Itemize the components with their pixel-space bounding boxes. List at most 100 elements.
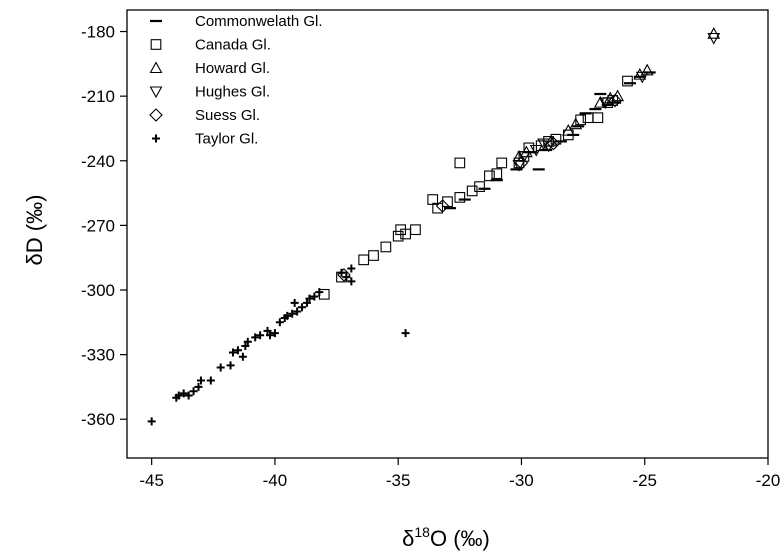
series-dash <box>443 71 656 210</box>
axis-ticks: -45 -40 -35 -30 -25 -20 -180 -210 -240 -270 -300 -3… <box>81 23 780 490</box>
plot-border <box>126 9 769 459</box>
data-point <box>302 298 311 307</box>
data-point <box>592 112 604 124</box>
data-point <box>288 309 297 318</box>
data-point <box>194 382 203 391</box>
data-point <box>315 288 324 297</box>
y-tick-label: -360 <box>81 410 115 429</box>
series-plus <box>147 264 410 426</box>
data-point <box>491 168 503 180</box>
legend-label: Hughes Gl. <box>195 84 270 101</box>
legend: Commonwelath Gl. Canada Gl. Howard Gl. Hugh… <box>149 13 323 148</box>
legend-marker-plus <box>152 134 160 143</box>
legend-label: Taylor Gl. <box>195 131 258 148</box>
data-point <box>184 391 193 400</box>
data-point <box>147 417 156 426</box>
data-point <box>179 389 188 398</box>
y-tick-label: -270 <box>81 216 115 235</box>
x-tick-label: -30 <box>509 471 534 490</box>
series-triangle-down <box>512 32 721 172</box>
data-point <box>640 63 654 76</box>
legend-marker-diamond <box>149 108 163 122</box>
data-point <box>216 363 225 372</box>
y-tick-label: -330 <box>81 346 115 365</box>
data-points <box>147 27 721 426</box>
legend-marker-square <box>150 39 162 50</box>
x-tick-label: -45 <box>139 471 164 490</box>
y-tick-label: -210 <box>81 87 115 106</box>
x-axis-label: δ18O (‰) <box>402 524 490 551</box>
y-tick-label: -180 <box>81 23 115 42</box>
data-point <box>298 303 307 312</box>
data-point <box>337 268 351 282</box>
data-point <box>293 307 302 316</box>
data-point <box>435 199 450 213</box>
data-point <box>243 337 252 346</box>
data-point <box>598 97 612 110</box>
data-point <box>256 331 265 340</box>
data-point <box>484 170 495 182</box>
data-point <box>474 181 485 192</box>
data-point <box>537 138 551 151</box>
x-tick-label: -35 <box>386 471 411 490</box>
data-point <box>622 75 633 87</box>
legend-marker-triangle-up <box>149 61 163 74</box>
data-point <box>707 32 721 45</box>
data-point <box>569 117 583 130</box>
data-point <box>512 160 526 172</box>
data-point <box>401 329 410 338</box>
data-point <box>368 250 379 261</box>
data-point <box>238 352 247 361</box>
data-point <box>529 144 543 157</box>
data-point <box>611 89 625 102</box>
x-axis-label-prefix: δ <box>402 526 414 551</box>
x-tick-label: -25 <box>632 471 657 490</box>
data-point <box>432 202 443 214</box>
data-point <box>342 273 351 282</box>
data-point <box>337 268 346 277</box>
data-point <box>347 277 356 286</box>
data-point <box>380 241 392 253</box>
x-tick-label: -20 <box>756 471 781 490</box>
data-point <box>265 331 274 340</box>
data-point <box>392 230 404 242</box>
series-square <box>318 75 633 300</box>
legend-label: Howard Gl. <box>195 60 270 77</box>
data-point <box>561 123 575 136</box>
data-point <box>206 376 215 385</box>
data-point <box>226 361 235 370</box>
y-axis-label: δD (‰) <box>22 195 47 266</box>
data-point <box>290 298 299 307</box>
data-point <box>174 391 183 400</box>
data-point <box>305 294 314 303</box>
data-point <box>454 157 466 169</box>
data-point <box>275 318 284 327</box>
data-point <box>229 348 238 357</box>
y-tick-label: -300 <box>81 281 115 300</box>
data-point <box>233 346 242 355</box>
legend-marker-triangle-down <box>149 86 163 99</box>
data-point <box>608 93 622 108</box>
series-diamond <box>337 93 622 282</box>
data-point <box>410 224 421 236</box>
data-point <box>633 67 647 80</box>
legend-label: Canada Gl. <box>195 37 271 54</box>
data-point <box>283 311 292 320</box>
x-axis-label-superscript: 18 <box>414 524 430 540</box>
data-point <box>270 329 279 338</box>
data-point <box>263 326 272 335</box>
data-point <box>241 342 250 350</box>
data-point <box>318 288 330 300</box>
y-tick-label: -240 <box>81 152 115 171</box>
data-point <box>310 292 319 301</box>
data-point <box>454 192 466 203</box>
data-point <box>496 157 508 169</box>
plot-area <box>126 9 769 459</box>
data-point <box>546 136 561 151</box>
data-point <box>189 387 198 396</box>
x-tick-label: -40 <box>263 471 288 490</box>
data-point <box>635 71 649 84</box>
x-axis-label-suffix: O (‰) <box>430 526 490 551</box>
data-point <box>575 114 586 126</box>
